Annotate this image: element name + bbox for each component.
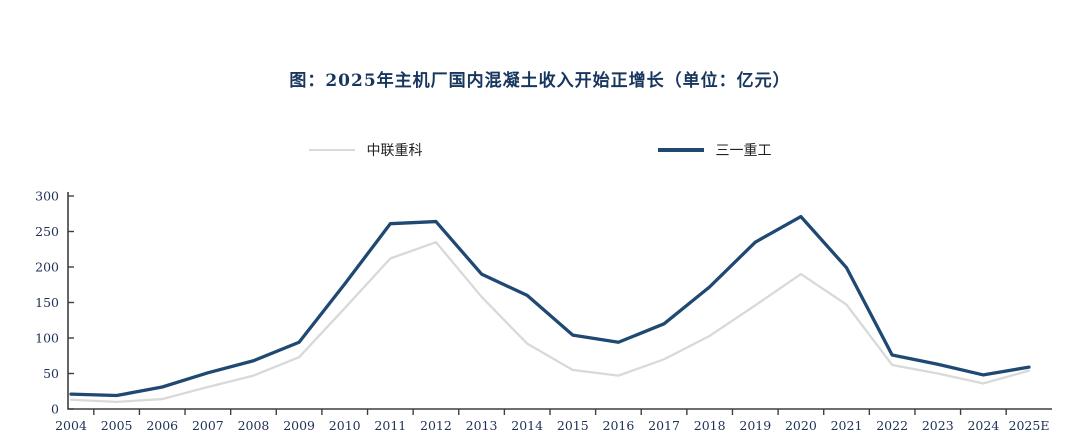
x-tick-label: 2019 bbox=[739, 418, 771, 433]
x-tick-label: 2017 bbox=[648, 418, 680, 433]
y-tick-label: 50 bbox=[43, 366, 59, 381]
x-tick-label: 2005 bbox=[101, 418, 133, 433]
x-tick-label: 2008 bbox=[238, 418, 270, 433]
y-tick-label: 250 bbox=[35, 224, 59, 239]
x-tick-label: 2020 bbox=[785, 418, 817, 433]
y-tick-label: 100 bbox=[35, 331, 59, 346]
chart-title: 图：2025年主机厂国内混凝土收入开始正增长（单位：亿元） bbox=[289, 71, 791, 91]
x-tick-label: 2023 bbox=[922, 418, 954, 433]
legend-label-zoomlion: 中联重科 bbox=[366, 143, 423, 159]
x-tick-label: 2024 bbox=[967, 418, 999, 433]
y-tick-label: 200 bbox=[35, 260, 59, 275]
x-tick-label: 2011 bbox=[374, 418, 406, 433]
legend: 中联重科 三一重工 bbox=[0, 140, 1080, 160]
x-tick-label: 2013 bbox=[466, 418, 498, 433]
legend-item-zoomlion: 中联重科 bbox=[308, 140, 423, 160]
x-tick-label: 2006 bbox=[146, 418, 178, 433]
sany-line-swatch-icon bbox=[657, 148, 704, 152]
legend-label-sany: 三一重工 bbox=[715, 143, 772, 159]
legend-item-sany: 三一重工 bbox=[657, 140, 772, 160]
x-tick-label: 2021 bbox=[831, 418, 863, 433]
series-line-0 bbox=[69, 240, 1031, 404]
axes bbox=[67, 192, 1052, 410]
zoomlion-line-swatch-icon bbox=[308, 149, 355, 151]
x-tick-label: 2012 bbox=[420, 418, 452, 433]
x-tick-label: 2016 bbox=[603, 418, 635, 433]
y-tick-label: 0 bbox=[51, 402, 59, 417]
y-tick-label: 150 bbox=[35, 295, 59, 310]
y-tick-label: 300 bbox=[35, 189, 59, 204]
series-line-1 bbox=[69, 214, 1031, 398]
x-tick-label: 2025E bbox=[1009, 418, 1050, 433]
x-tick-label: 2009 bbox=[283, 418, 315, 433]
x-tick-label: 2010 bbox=[329, 418, 361, 433]
x-tick-label: 2014 bbox=[511, 418, 543, 433]
x-tick-label: 2015 bbox=[557, 418, 589, 433]
x-tick-label: 2022 bbox=[876, 418, 908, 433]
x-tick-label: 2007 bbox=[192, 418, 224, 433]
x-tick-label: 2004 bbox=[55, 418, 87, 433]
x-tick-label: 2018 bbox=[694, 418, 726, 433]
